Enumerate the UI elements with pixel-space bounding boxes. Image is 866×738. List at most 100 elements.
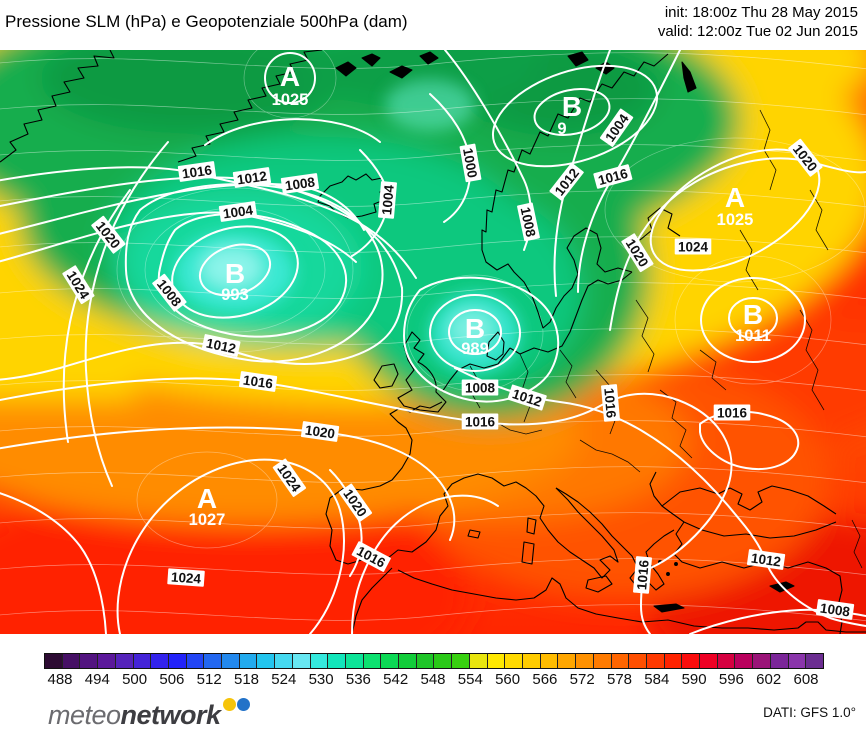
pressure-center-b: B9 <box>557 91 582 138</box>
svg-text:1008: 1008 <box>518 206 539 239</box>
logo-text-network: network <box>120 700 222 730</box>
svg-text:1016: 1016 <box>601 387 619 419</box>
colorbar-cell <box>486 654 505 668</box>
colorbar-cell <box>291 654 310 668</box>
colorbar-cell <box>221 654 239 668</box>
isobar-label: 1012 <box>232 167 272 188</box>
svg-text:9: 9 <box>557 120 566 138</box>
colorbar-tick: 560 <box>495 671 521 688</box>
colorbar-tick: 602 <box>756 671 782 688</box>
colorbar-cell <box>592 654 611 668</box>
low-center-cyan-cores <box>175 79 520 373</box>
svg-text:1024: 1024 <box>678 240 709 255</box>
colorbar-cell <box>716 654 735 668</box>
svg-text:1012: 1012 <box>750 550 782 569</box>
colorbar-cell <box>451 654 469 668</box>
svg-text:1020: 1020 <box>304 422 336 441</box>
colorbar-tick: 500 <box>122 671 148 688</box>
colorbar-tick: 494 <box>84 671 110 688</box>
colorbar-cell <box>327 654 345 668</box>
svg-text:1004: 1004 <box>379 184 397 216</box>
isobar-label: 1000 <box>459 143 482 183</box>
svg-text:1012: 1012 <box>205 336 238 357</box>
colorbar-cell <box>61 654 80 668</box>
colorbar-cell <box>645 654 664 668</box>
svg-text:1027: 1027 <box>189 511 226 529</box>
isobar-label: 1016 <box>713 404 751 421</box>
svg-text:1016: 1016 <box>717 406 748 421</box>
logo-yellow-dot <box>222 698 236 711</box>
colorbar-ticks: 488 494 500 506 512 518 524 530 536 542 548 554 560 5… <box>0 671 866 689</box>
colorbar-tick: 506 <box>159 671 185 688</box>
isobar-label: 1016 <box>238 371 278 392</box>
colorbar-cell <box>699 654 717 668</box>
svg-text:1016: 1016 <box>181 162 213 181</box>
svg-text:1004: 1004 <box>222 202 254 221</box>
svg-text:B: B <box>465 313 485 344</box>
svg-text:B: B <box>225 258 245 289</box>
data-source: DATI: GFS 1.0° <box>763 705 856 720</box>
colorbar-cell <box>203 654 222 668</box>
isobar-label: 1008 <box>517 202 540 242</box>
colorbar-cell <box>734 654 753 668</box>
colorbar-cell <box>150 654 168 668</box>
init-time: init: 18:00z Thu 28 May 2015 <box>664 4 858 21</box>
colorbar-cell <box>79 654 98 668</box>
svg-text:A: A <box>280 61 300 92</box>
isobar-label: 1008 <box>461 379 499 396</box>
weather-map: 1016 1012 1008 1004 1004 1000 1008 1012 1016 1020… <box>0 0 866 705</box>
svg-text:993: 993 <box>221 286 249 304</box>
valid-time: valid: 12:00z Tue 02 Jun 2015 <box>657 23 858 40</box>
svg-text:1011: 1011 <box>735 327 771 345</box>
isobar-label: 1020 <box>300 421 340 442</box>
colorbar-tick: 572 <box>569 671 595 688</box>
colorbar-tick: 596 <box>718 671 744 688</box>
colorbar-tick: 608 <box>793 671 819 688</box>
colorbar-cell <box>575 654 593 668</box>
svg-text:1016: 1016 <box>634 559 652 591</box>
colorbar-tick: 548 <box>420 671 446 688</box>
colorbar-cell <box>274 654 292 668</box>
isobar-label: 1004 <box>218 201 258 222</box>
colorbar-cell <box>344 654 363 668</box>
colorbar-cell <box>468 654 487 668</box>
field-blobs <box>0 0 866 705</box>
colorbar-tick: 566 <box>532 671 558 688</box>
colorbar-cell <box>539 654 558 668</box>
isobar-label: 1016 <box>633 556 652 594</box>
svg-text:1008: 1008 <box>819 600 851 619</box>
colorbar-cell <box>787 654 806 668</box>
svg-text:1000: 1000 <box>460 147 480 179</box>
colorbar-cell <box>681 654 700 668</box>
isobar-label: 1016 <box>461 413 499 430</box>
thin-contour-lines <box>0 37 866 622</box>
isobar-label: 1012 <box>746 549 786 570</box>
svg-text:1008: 1008 <box>465 381 496 396</box>
colorbar-tick: 584 <box>644 671 670 688</box>
colorbar-tick: 512 <box>196 671 222 688</box>
svg-text:A: A <box>197 483 217 514</box>
page-title: Pressione SLM (hPa) e Geopotenziale 500h… <box>5 12 408 31</box>
colorbar-cell <box>45 654 62 668</box>
colorbar-cell <box>398 654 416 668</box>
colorbar-cell <box>557 654 576 668</box>
svg-text:1016: 1016 <box>242 372 274 391</box>
colorbar-cell <box>309 654 328 668</box>
colorbar-tick: 578 <box>606 671 633 688</box>
colorbar-tick: 518 <box>233 671 260 688</box>
colorbar-cell <box>114 654 133 668</box>
colorbar-tick: 536 <box>345 671 371 688</box>
colorbar-cell <box>610 654 629 668</box>
colorbar-cell <box>167 654 186 668</box>
colorbar-cell <box>769 654 788 668</box>
logo-text-meteo: meteo <box>48 700 121 730</box>
isobar-label: 1024 <box>167 568 205 587</box>
colorbar-cell <box>504 654 522 668</box>
colorbar-tick: 542 <box>383 671 409 688</box>
isobar-label: 1008 <box>280 173 320 194</box>
colorbar-cell <box>97 654 115 668</box>
